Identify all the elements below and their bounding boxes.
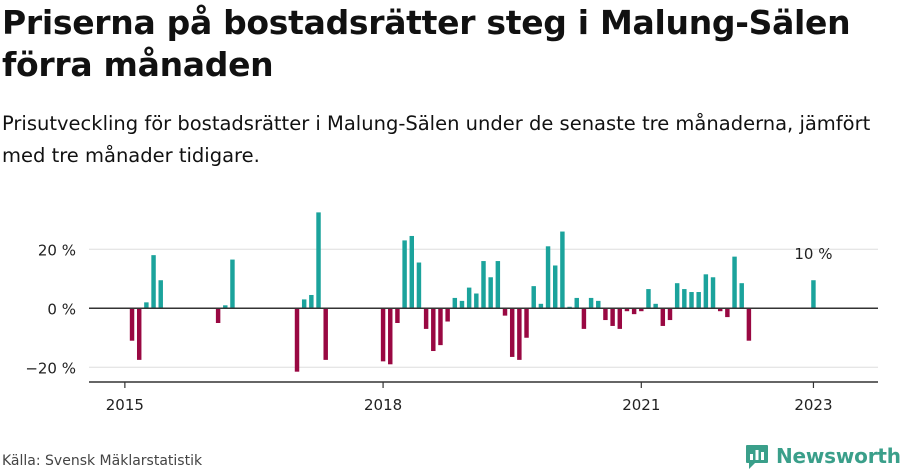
chart-subtitle: Prisutveckling för bostadsrätter i Malun… [2, 112, 871, 167]
bar [474, 293, 479, 309]
gridlines [89, 248, 878, 368]
bar [402, 240, 407, 309]
bar [230, 259, 235, 309]
bar [301, 299, 307, 309]
bar [151, 255, 156, 309]
bar [653, 303, 658, 309]
bar [574, 297, 579, 309]
bar [710, 277, 716, 309]
bar [596, 300, 601, 309]
x-tick-label: 2023 [794, 396, 832, 414]
bar [380, 308, 386, 362]
y-tick-label: −20 % [25, 359, 76, 377]
bar [631, 308, 637, 315]
bar [639, 308, 644, 312]
annotations: 10 % [794, 245, 832, 263]
y-axis-tick-labels: −20 % 0 % 20 % [25, 241, 76, 377]
bar [466, 287, 472, 309]
bars [129, 212, 816, 372]
price-change-bar-chart: −20 % 0 % 20 % 2015 2018 2021 2023 10 % [25, 212, 878, 414]
latest-value-label: 10 % [794, 245, 832, 263]
newsworthy-logo: Newsworthy [745, 441, 900, 471]
bar [588, 297, 594, 309]
bar [696, 292, 701, 309]
bar [495, 261, 501, 309]
bar [223, 305, 228, 309]
bar [682, 289, 687, 309]
bar [725, 308, 730, 318]
bar [215, 308, 221, 323]
bar [423, 308, 429, 329]
bar [388, 308, 393, 365]
bar [545, 246, 551, 309]
bar [674, 283, 680, 309]
bar [739, 283, 744, 309]
bar [617, 308, 623, 329]
bar [703, 274, 709, 309]
bar [452, 297, 458, 309]
bar [395, 308, 400, 323]
bar [445, 308, 450, 322]
bar [323, 308, 328, 360]
newsworthy-logo-text: Newsworthy [776, 444, 900, 468]
bar [438, 308, 443, 346]
bar [431, 308, 436, 352]
bar [517, 308, 522, 360]
bar [717, 308, 723, 312]
bar [158, 280, 163, 309]
source-note: Källa: Svensk Mäklarstatistik [2, 453, 203, 469]
bar [581, 308, 587, 329]
bar [129, 308, 135, 341]
bar [811, 280, 816, 309]
newsworthy-logo-icon [746, 444, 768, 469]
bar [309, 294, 314, 309]
bar [603, 308, 608, 321]
chart-title: Priserna på bostadsrätter steg i Malung-… [2, 3, 851, 84]
bar [294, 308, 300, 372]
bar [646, 289, 651, 309]
x-tick-label: 2015 [106, 396, 144, 414]
y-tick-label: 20 % [38, 241, 76, 259]
x-axis-tick-labels: 2015 2018 2021 2023 [106, 382, 833, 414]
bar [502, 308, 508, 316]
bar [624, 308, 630, 312]
bar [481, 261, 486, 309]
x-tick-label: 2018 [364, 396, 402, 414]
bar [610, 308, 615, 326]
x-tick-label: 2021 [622, 396, 660, 414]
bar [689, 292, 694, 309]
bar [746, 308, 752, 341]
axes [89, 307, 878, 383]
bar [416, 262, 422, 309]
bar [538, 303, 544, 309]
bar [144, 302, 149, 309]
bar [531, 286, 536, 309]
y-tick-label: 0 % [47, 300, 76, 318]
bar [488, 277, 493, 309]
bar [409, 235, 414, 309]
bar [316, 212, 321, 309]
bar [667, 308, 673, 321]
bar [459, 300, 465, 309]
bar [732, 256, 737, 309]
bar [560, 231, 565, 309]
bar [524, 308, 529, 338]
bar [553, 265, 558, 309]
bar [509, 308, 515, 357]
bar [136, 308, 142, 360]
bar [660, 308, 666, 326]
